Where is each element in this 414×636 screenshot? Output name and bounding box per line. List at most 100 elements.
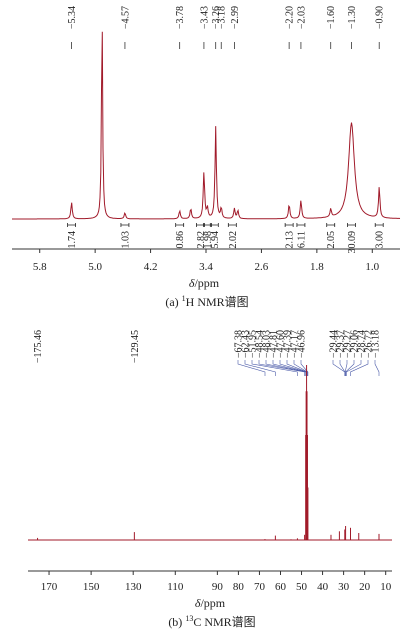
h-nmr-integral-value: 6.11	[296, 231, 307, 248]
h-nmr-integral-value: 2.02	[228, 231, 239, 249]
c-nmr-tick-label: 20	[359, 581, 371, 593]
c-nmr-spectrum	[28, 365, 392, 541]
c-nmr-peak-label: −29.06	[350, 330, 361, 358]
h-nmr-x-ticks: 5.8 5.0 4.2 3.4 2.6 1.8 1.0	[33, 249, 380, 273]
c-nmr-peak-label: −48.03	[262, 330, 273, 358]
h-nmr-integral-value: 3.00	[375, 231, 386, 249]
c-nmr-label-leader	[244, 360, 276, 376]
c-nmr-peak-label: −48.54	[255, 330, 266, 358]
c-nmr-label-leader	[265, 360, 306, 376]
c-nmr-tick-label: 80	[233, 581, 245, 593]
h-nmr-integral-value: 1.03	[120, 231, 131, 249]
h-nmr-integral-bracket	[374, 223, 384, 227]
h-nmr-spectrum	[12, 31, 401, 220]
c-nmr-chart: −175.46 −129.45 −67.38−62.43−51.95−48.54−4…	[28, 330, 392, 629]
c-nmr-tick-label: 170	[41, 581, 58, 593]
h-nmr-integrals: 1.74 1.03 0.86 2.821.985.94 2.02 2.13 6.11 2.05…	[67, 223, 386, 254]
c-nmr-label-leader	[293, 360, 308, 376]
c-nmr-peak-label: −29.37	[336, 330, 347, 358]
h-nmr-peak-label: −1.30	[347, 6, 358, 29]
h-nmr-peak-label: −3.43	[199, 6, 210, 29]
c-nmr-label-leaders	[237, 360, 380, 376]
c-nmr-peak-label: −47.81	[269, 330, 280, 358]
c-nmr-peak-label: −47.60	[276, 330, 287, 358]
h-nmr-label-leaders	[71, 42, 380, 49]
c-nmr-label-leader	[258, 360, 305, 376]
c-nmr-x-axis-label: δ/ppm	[195, 596, 226, 610]
h-nmr-caption: (a) 1H NMR谱图	[165, 294, 248, 309]
h-nmr-chart: −5.34 −4.57 −3.78 −3.43 −3.26−3.18 −2.99 −2.20…	[12, 6, 401, 309]
c-nmr-label-leader	[279, 360, 307, 376]
h-nmr-integral-bracket	[175, 223, 185, 227]
h-nmr-integral-value: 1.98	[203, 231, 214, 249]
c-nmr-peak-labels: −175.46 −129.45 −67.38−62.43−51.95−48.54−4…	[33, 330, 381, 363]
h-nmr-peak-label: −0.90	[375, 6, 386, 29]
c-nmr-peak-label: −51.95	[248, 330, 259, 358]
c-nmr-tick-label: 60	[275, 581, 287, 593]
c-nmr-label-leader	[374, 360, 380, 376]
c-nmr-label-leader	[344, 360, 348, 376]
c-nmr-label-leader	[346, 360, 362, 376]
h-nmr-integral-bracket	[67, 223, 76, 227]
c-nmr-peak-label: −13.18	[371, 330, 382, 358]
c-nmr-label-leader	[300, 360, 309, 376]
h-nmr-integral-value: 30.09	[347, 231, 358, 254]
c-nmr-tick-label: 90	[212, 581, 224, 593]
h-nmr-integral-bracket	[120, 223, 130, 227]
h-nmr-integral-bracket	[347, 223, 356, 227]
h-nmr-tick-label: 3.4	[199, 261, 213, 273]
c-nmr-peak-label: −29.27	[343, 330, 354, 358]
h-nmr-integral-value: 1.74	[67, 231, 78, 249]
h-nmr-peak-label: −2.99	[230, 6, 241, 29]
h-nmr-tick-label: 5.0	[88, 261, 102, 273]
h-nmr-peak-label: −5.34	[67, 6, 78, 29]
c-nmr-tick-label: 150	[83, 581, 100, 593]
c-nmr-label-leader	[345, 360, 355, 376]
c-nmr-peak-label: −47.39	[283, 330, 294, 358]
c-nmr-label-leader	[251, 360, 298, 376]
c-nmr-peak-label: −62.43	[241, 330, 252, 358]
h-nmr-peak-label: −1.60	[326, 6, 337, 29]
c-nmr-tick-label: 30	[338, 581, 350, 593]
h-nmr-integral-bracket	[326, 223, 336, 227]
h-nmr-integral-bracket	[284, 223, 294, 227]
c-nmr-tick-label: 10	[380, 581, 392, 593]
h-nmr-peak-label: −2.20	[285, 6, 296, 29]
h-nmr-integral-bracket	[296, 223, 306, 227]
h-nmr-integral-value: 5.94	[210, 231, 221, 249]
h-nmr-trace	[12, 31, 401, 220]
c-nmr-tick-label: 130	[125, 581, 142, 593]
c-nmr-peak-label: −28.74	[357, 330, 368, 358]
c-nmr-tick-label: 50	[296, 581, 308, 593]
h-nmr-peak-label: −3.18	[217, 6, 228, 29]
c-nmr-label-leader	[350, 360, 369, 376]
h-nmr-tick-label: 1.0	[365, 261, 379, 273]
c-nmr-tick-label: 70	[254, 581, 266, 593]
c-nmr-x-ticks: 170 150 130 110 90 80 70 60 50 40 30 20 10	[41, 571, 392, 593]
c-nmr-peak-label: −129.45	[130, 330, 141, 363]
h-nmr-peak-label: −4.57	[120, 6, 131, 29]
c-nmr-tick-label: 40	[317, 581, 329, 593]
c-nmr-peak-label: −26.72	[364, 330, 375, 358]
c-nmr-peak-label: −47.17	[290, 330, 301, 358]
c-nmr-tick-label: 110	[167, 581, 184, 593]
h-nmr-peak-labels: −5.34 −4.57 −3.78 −3.43 −3.26−3.18 −2.99 −2.20…	[67, 6, 386, 29]
c-nmr-peak-label: −175.46	[33, 330, 44, 363]
h-nmr-tick-label: 5.8	[33, 261, 47, 273]
h-nmr-integral-value: 0.86	[175, 231, 186, 249]
c-nmr-peak-label: −46.96	[297, 330, 308, 358]
h-nmr-peak-label: −2.03	[296, 6, 307, 29]
h-nmr-peak-label: −3.26	[211, 6, 222, 29]
h-nmr-tick-label: 2.6	[255, 261, 269, 273]
h-nmr-tick-label: 4.2	[144, 261, 158, 273]
h-nmr-integral-value: 2.13	[285, 231, 296, 249]
c-nmr-label-leader	[339, 360, 346, 376]
c-nmr-label-leader	[332, 360, 346, 376]
c-nmr-caption: (b) 13C NMR谱图	[168, 614, 255, 629]
h-nmr-tick-label: 1.8	[310, 261, 324, 273]
c-nmr-label-leader	[237, 360, 266, 376]
c-nmr-peak-label: −29.44	[329, 330, 340, 358]
c-nmr-peak-label: −67.38	[234, 330, 245, 358]
h-nmr-x-axis-label: δ/ppm	[189, 276, 220, 290]
